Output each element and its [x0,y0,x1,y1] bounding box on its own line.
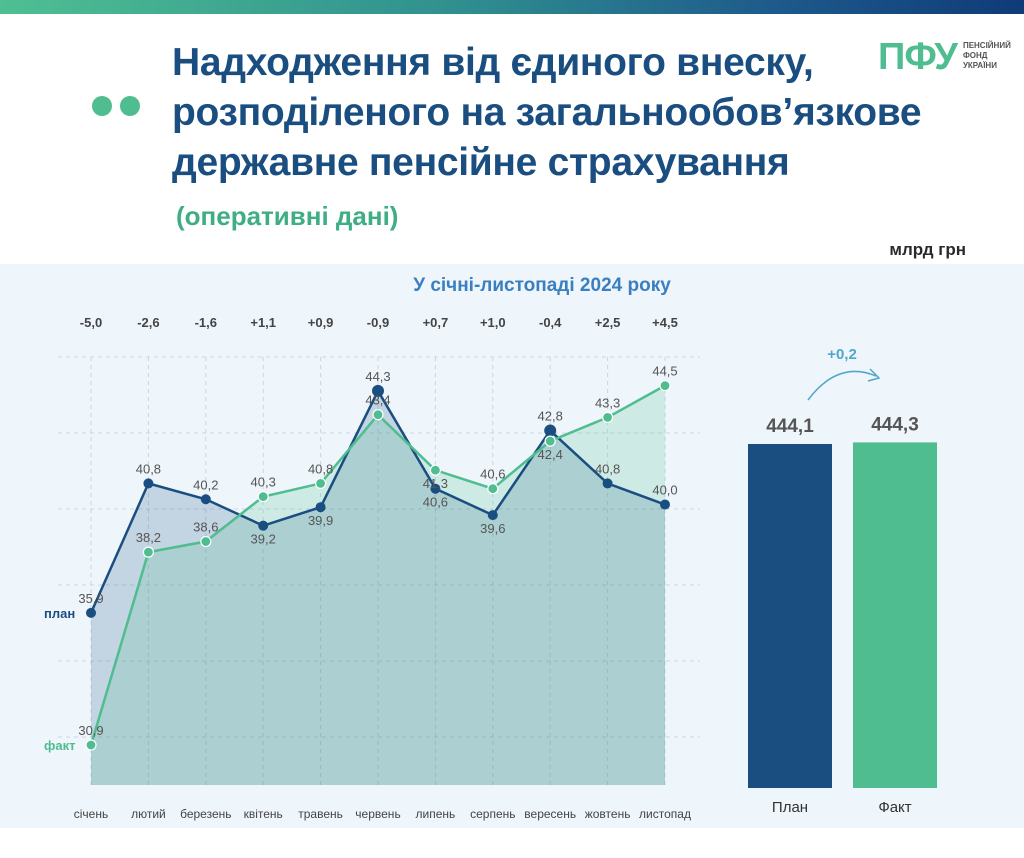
fact-point [601,411,614,423]
x-tick-label: вересень [524,807,576,821]
fact-point [85,739,97,751]
fact-value-label: 38,6 [193,520,218,535]
plan-area [91,390,665,785]
plan-point [602,478,613,489]
plan-point [200,494,211,505]
fact-value-label: 41,3 [423,476,448,491]
fact-area [91,385,665,785]
x-tick-label: листопад [639,807,691,821]
plan-value-label: 42,8 [538,409,563,424]
difference-label: +1,1 [250,315,276,330]
decorative-dots [92,96,140,116]
fact-point [429,464,441,476]
bar-difference-label: +0,2 [827,346,857,363]
title-line-2: розподіленого на загальнообов’язкове [172,91,922,134]
x-tick-label: березень [180,807,231,821]
fact-point [372,409,384,421]
plan-value-label: 40,8 [136,461,161,476]
dot-icon [92,96,112,116]
fact-point [487,483,499,495]
top-gradient-bar [0,0,1024,14]
plan-value-label: 40,8 [595,461,620,476]
fact-value-label: 40,6 [480,467,505,482]
fact-value-label: 38,2 [136,530,161,545]
arrow-head-icon [867,368,881,382]
plan-point [544,424,557,437]
plan-point [315,502,326,513]
logo-text-line-2: ФОНД [962,51,988,60]
page-subtitle: (оперативні дані) [176,201,399,231]
difference-label: -0,9 [367,315,389,330]
unit-label: млрд грн [889,240,966,259]
bar-value-label: 444,1 [766,416,814,437]
difference-label: +2,5 [595,315,621,330]
plan-value-label: 40,0 [652,483,677,498]
logo-text-line-1: ПЕНСІЙНИЙ [962,41,1011,50]
difference-label: +0,9 [308,315,334,330]
plan-total-bar [748,444,832,788]
fact-point [315,477,327,490]
plan-value-label: 40,2 [193,477,218,492]
plan-point [143,478,154,489]
logo-text-line-3: УКРАЇНИ [962,61,997,70]
pfu-logo: ПФУ ПЕНСІЙНИЙ ФОНД УКРАЇНИ [878,38,1011,76]
plan-value-label: 39,6 [480,521,505,536]
difference-label: +4,5 [652,315,678,330]
plan-value-label: 39,9 [308,513,333,528]
difference-arrow-icon [807,370,877,401]
chart-title: У січні-листопаді 2024 року [413,275,671,296]
plan-value-label: 40,6 [423,495,448,510]
fact-value-label: 42,4 [538,447,563,462]
difference-label: +0,7 [423,315,449,330]
x-tick-label: червень [355,807,400,821]
plan-point [258,520,269,531]
fact-point [544,435,556,447]
plan-value-label: 39,2 [251,532,276,547]
fact-series-name: факт [44,738,75,753]
fact-point [257,491,269,503]
footer-strip [0,828,1024,858]
logo-text: ПЕНСІЙНИЙ ФОНД УКРАЇНИ [963,41,1011,71]
difference-label: -2,6 [137,315,159,330]
bar-category-label: Факт [878,799,911,816]
difference-label: -1,6 [195,315,217,330]
plan-point [430,483,441,494]
x-tick-label: лютий [131,807,166,821]
difference-label: -5,0 [80,315,102,330]
fact-point [142,546,154,558]
dot-icon [120,96,140,116]
x-tick-label: серпень [470,807,515,821]
x-tick-label: квітень [244,807,283,821]
page-title: Надходження від єдиного внеску, розподіл… [172,38,922,188]
bar-category-label: План [772,799,808,816]
bar-value-label: 444,3 [871,414,919,435]
logo-mark: ПФУ [878,36,958,78]
plan-point [660,499,670,510]
fact-total-bar [853,442,937,788]
plan-value-label: 44,3 [365,369,390,384]
plan-value-label: 35,9 [78,591,103,606]
x-tick-label: жовтень [585,807,631,821]
fact-point [659,380,671,392]
x-tick-label: травень [298,807,343,821]
difference-label: +1,0 [480,315,506,330]
fact-value-label: 43,4 [365,393,390,408]
x-tick-label: січень [74,807,108,821]
x-tick-label: липень [416,807,456,821]
fact-point [200,535,212,548]
fact-value-label: 40,3 [251,475,276,490]
plan-point [487,510,498,521]
plan-series-name: план [44,606,75,621]
plan-point [372,384,384,397]
fact-value-label: 44,5 [652,364,677,379]
difference-label: -0,4 [539,315,562,330]
fact-value-label: 40,8 [308,461,333,476]
fact-value-label: 30,9 [78,723,103,738]
title-line-1: Надходження від єдиного внеску, [172,41,814,84]
plan-point [86,607,96,618]
fact-value-label: 43,3 [595,395,620,410]
title-line-3: державне пенсійне страхування [172,141,790,184]
